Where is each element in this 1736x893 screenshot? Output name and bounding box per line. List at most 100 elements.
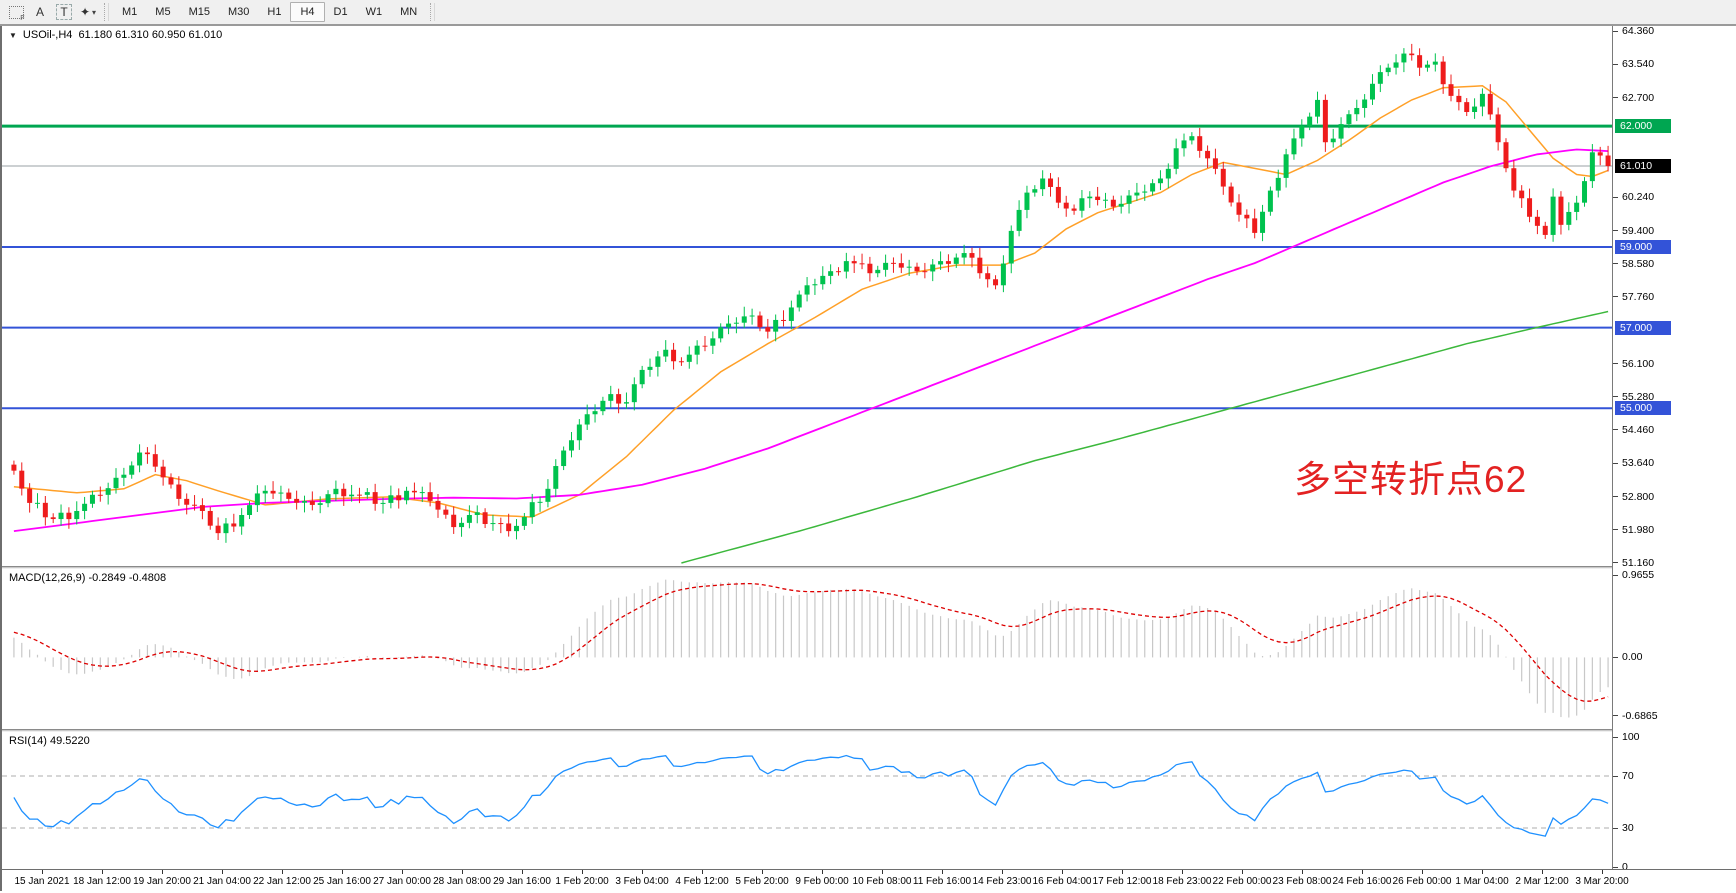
grid-tool-button[interactable] (5, 2, 27, 22)
candle-body (1150, 183, 1156, 192)
candle-body (286, 492, 292, 499)
tick-label: 58.580 (1622, 257, 1655, 270)
price-scale[interactable]: 64.360 63.540 62.700 60.240 59.400 58.580 57.7… (1612, 25, 1736, 873)
candle-body (600, 400, 606, 412)
timeframe-button-m5[interactable]: M5 (155, 6, 171, 18)
candle-body (930, 264, 936, 272)
time-label: 1 Feb 20:00 (555, 876, 609, 887)
macd-chart-canvas[interactable] (2, 569, 1614, 729)
timeframe-button-m1[interactable]: M1 (122, 6, 138, 18)
tick-label: 56.100 (1622, 357, 1655, 370)
chart-title: ▼ USOil-,H4 61.180 61.310 60.950 61.010 (9, 29, 222, 41)
time-label: 14 Feb 23:00 (972, 876, 1032, 887)
candle-body (726, 323, 732, 328)
candle-body (388, 495, 394, 503)
timeframe-button-mn[interactable]: MN (400, 6, 418, 18)
time-tick (1362, 870, 1363, 874)
candle-body (482, 512, 488, 525)
label-tool-button[interactable]: A (35, 5, 44, 19)
candle-body (301, 501, 307, 503)
candle-body (993, 279, 999, 286)
tick-label: 57.760 (1622, 290, 1655, 303)
candle-body (1087, 196, 1093, 199)
candle-body (1095, 196, 1101, 200)
text-tool-button[interactable]: T (53, 2, 75, 22)
candle-body (1165, 168, 1171, 179)
draw-tools-button[interactable]: ✦ ▾ (77, 2, 99, 22)
rsi-line (13, 754, 1609, 837)
price-tick-51.160: 51.160 (1613, 556, 1736, 569)
candle-body (1448, 84, 1454, 96)
candle-body (1212, 158, 1218, 169)
candle-body (466, 515, 472, 523)
tick-mark (1613, 230, 1618, 232)
pane-splitter[interactable] (2, 566, 1736, 569)
tick-mark (1613, 574, 1618, 576)
candle-body (262, 490, 268, 494)
rsi-chart-canvas[interactable] (2, 732, 1614, 869)
price-tick-58.580: 58.580 (1613, 257, 1736, 270)
time-tick (1242, 870, 1243, 874)
timeframe-button-m30[interactable]: M30 (227, 6, 250, 18)
timeframe-button-h1[interactable]: H1 (267, 6, 282, 18)
candle-body (1558, 196, 1564, 225)
macd-tick-0.9655: 0.9655 (1613, 569, 1736, 582)
time-label: 4 Feb 12:00 (675, 876, 729, 887)
rsi-indicator-pane[interactable]: RSI(14) 49.5220 (2, 732, 1614, 869)
time-tick (762, 870, 763, 874)
candle-body (1409, 53, 1415, 56)
time-tick (882, 870, 883, 874)
candle-body (1362, 99, 1368, 108)
candle-body (411, 490, 417, 493)
timeframe-button-h4[interactable]: H4 (290, 2, 325, 22)
price-tick-52.800: 52.800 (1613, 490, 1736, 503)
time-label: 23 Feb 08:00 (1272, 876, 1332, 887)
current-price-badge: 61.010 (1615, 159, 1671, 173)
tick-label: -0.6865 (1622, 709, 1658, 722)
candle-body (1393, 62, 1399, 68)
timeframe-button-m15[interactable]: M15 (188, 6, 210, 18)
tick-label: 60.240 (1622, 191, 1655, 204)
candle-body (781, 319, 787, 321)
time-axis[interactable]: 15 Jan 2021 18 Jan 12:00 19 Jan 20:00 21 Ja… (2, 869, 1736, 891)
candle-body (1283, 154, 1289, 178)
candle-body (922, 271, 928, 273)
candlestick-chart-canvas[interactable] (2, 26, 1614, 566)
tick-mark (1613, 429, 1618, 431)
tick-label: 54.460 (1622, 423, 1655, 436)
candle-body (356, 494, 362, 496)
candle-body (58, 512, 64, 520)
timeframe-button-d1[interactable]: D1 (333, 6, 348, 18)
price-chart-pane[interactable]: ▼ USOil-,H4 61.180 61.310 60.950 61.010 … (2, 26, 1614, 566)
tick-label: 70 (1622, 770, 1634, 782)
candle-body (1205, 150, 1211, 159)
candle-body (42, 502, 48, 518)
price-tick-62.700: 62.700 (1613, 91, 1736, 104)
rsi-header: RSI(14) 49.5220 (9, 735, 90, 747)
candle-body (184, 498, 190, 505)
pane-splitter[interactable] (2, 729, 1736, 732)
candle-body (1267, 190, 1273, 212)
rsi-tick-100: 100 (1613, 731, 1736, 744)
candle-body (223, 523, 229, 534)
macd-indicator-pane[interactable]: MACD(12,26,9) -0.2849 -0.4808 (2, 569, 1614, 729)
candle-body (1479, 93, 1485, 107)
time-label: 25 Jan 16:00 (313, 876, 371, 887)
price-tick-55.280: 55.280 (1613, 390, 1736, 403)
candle-body (1071, 208, 1077, 211)
candle-body (1472, 106, 1478, 113)
price-tick-64.360: 64.360 (1613, 25, 1736, 38)
candle-body (427, 492, 433, 501)
candle-body (1487, 93, 1493, 115)
candle-body (1597, 152, 1603, 156)
time-label: 9 Feb 00:00 (795, 876, 849, 887)
tick-mark (1613, 656, 1618, 658)
timeframe-button-w1[interactable]: W1 (365, 6, 383, 18)
time-label: 24 Feb 16:00 (1332, 876, 1392, 887)
tick-label: 64.360 (1622, 25, 1655, 37)
candle-body (749, 315, 755, 317)
timeframe-group: M1 M5 M15 M30 H1 H4 D1 W1 MN (113, 2, 426, 22)
candle-body (820, 275, 826, 285)
candle-body (1228, 186, 1234, 203)
symbol-dropdown-icon[interactable]: ▼ (9, 30, 17, 40)
